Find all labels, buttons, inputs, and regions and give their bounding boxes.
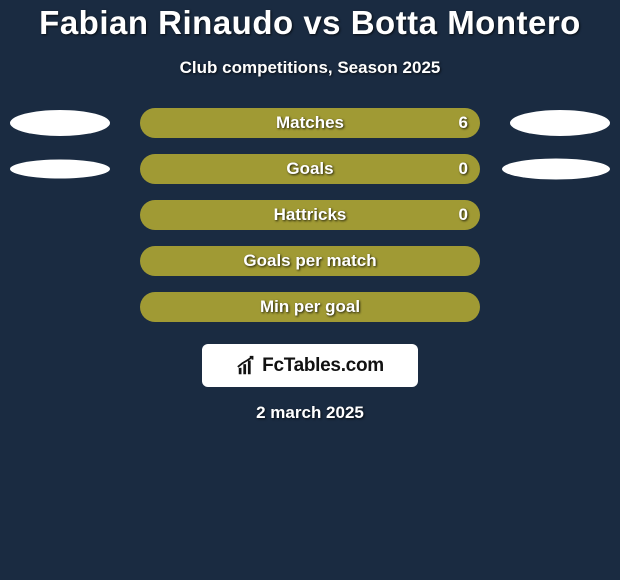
stat-label: Hattricks xyxy=(274,205,347,225)
left-ellipse xyxy=(10,160,110,179)
stat-label: Min per goal xyxy=(260,297,360,317)
stat-value: 0 xyxy=(459,159,468,179)
stat-row: Hattricks 0 xyxy=(0,200,620,230)
chart-icon xyxy=(236,355,258,377)
logo-text: FcTables.com xyxy=(262,355,384,377)
stat-label: Matches xyxy=(276,113,344,133)
stat-label: Goals xyxy=(286,159,333,179)
stat-bar: Matches 6 xyxy=(140,108,480,138)
date-label: 2 march 2025 xyxy=(0,403,620,423)
page-title: Fabian Rinaudo vs Botta Montero xyxy=(0,4,620,42)
right-ellipse xyxy=(510,110,610,136)
stat-bar: Min per goal xyxy=(140,292,480,322)
right-ellipse xyxy=(502,159,610,180)
stat-row: Matches 6 xyxy=(0,108,620,138)
stat-row: Goals 0 xyxy=(0,154,620,184)
stat-bar: Goals 0 xyxy=(140,154,480,184)
stat-bar: Hattricks 0 xyxy=(140,200,480,230)
stat-value: 0 xyxy=(459,205,468,225)
stat-row: Min per goal xyxy=(0,292,620,322)
stat-label: Goals per match xyxy=(243,251,376,271)
stat-value: 6 xyxy=(459,113,468,133)
stat-row: Goals per match xyxy=(0,246,620,276)
stat-bar: Goals per match xyxy=(140,246,480,276)
stat-rows: Matches 6 Goals 0 Hattricks 0 Goals per match M… xyxy=(0,108,620,322)
fctables-logo: FcTables.com xyxy=(202,344,418,387)
comparison-card: Fabian Rinaudo vs Botta Montero Club com… xyxy=(0,0,620,423)
left-ellipse xyxy=(10,110,110,136)
subtitle: Club competitions, Season 2025 xyxy=(0,58,620,78)
